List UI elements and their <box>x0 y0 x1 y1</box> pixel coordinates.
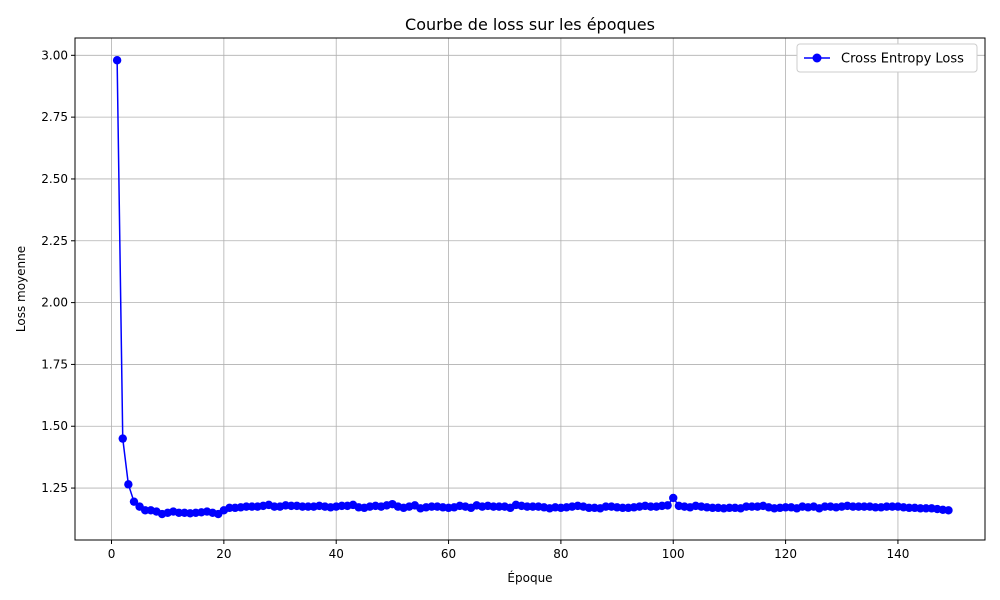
x-tick-label: 120 <box>774 547 797 561</box>
x-axis-ticks: 0 20 40 60 80 100 120 140 <box>108 540 909 561</box>
y-tick-label: 2.75 <box>41 110 68 124</box>
y-tick-label: 1.25 <box>41 481 68 495</box>
grid <box>75 38 985 540</box>
y-tick-label: 2.00 <box>41 296 68 310</box>
series-layer <box>112 56 953 519</box>
legend: Cross Entropy Loss <box>796 43 978 73</box>
data-point <box>124 480 133 489</box>
x-axis-label: Époque <box>507 570 552 585</box>
data-point <box>944 506 953 515</box>
legend-box <box>796 43 978 73</box>
x-tick-label: 140 <box>886 547 909 561</box>
y-tick-label: 3.00 <box>41 48 68 62</box>
data-point <box>118 434 127 443</box>
y-tick-label: 1.50 <box>41 419 68 433</box>
x-tick-label: 40 <box>329 547 344 561</box>
data-point <box>663 501 672 510</box>
plot-frame <box>74 37 986 541</box>
y-tick-label: 1.75 <box>41 357 68 371</box>
x-tick-label: 0 <box>108 547 116 561</box>
y-axis-ticks: 1.25 1.50 1.75 2.00 2.25 2.50 2.75 3.00 <box>41 48 75 495</box>
chart-title: Courbe de loss sur les époques <box>405 15 655 34</box>
y-tick-label: 2.25 <box>41 234 68 248</box>
x-tick-label: 60 <box>441 547 456 561</box>
data-point <box>129 497 139 506</box>
data-point <box>112 56 122 65</box>
x-tick-label: 100 <box>662 547 685 561</box>
x-tick-label: 80 <box>553 547 568 561</box>
legend-label: Cross Entropy Loss <box>841 52 964 67</box>
y-axis-label: Loss moyenne <box>14 246 28 332</box>
x-tick-label: 20 <box>216 547 231 561</box>
data-point <box>669 493 678 503</box>
y-tick-label: 2.50 <box>41 172 68 186</box>
legend-marker-swatch <box>812 53 822 63</box>
